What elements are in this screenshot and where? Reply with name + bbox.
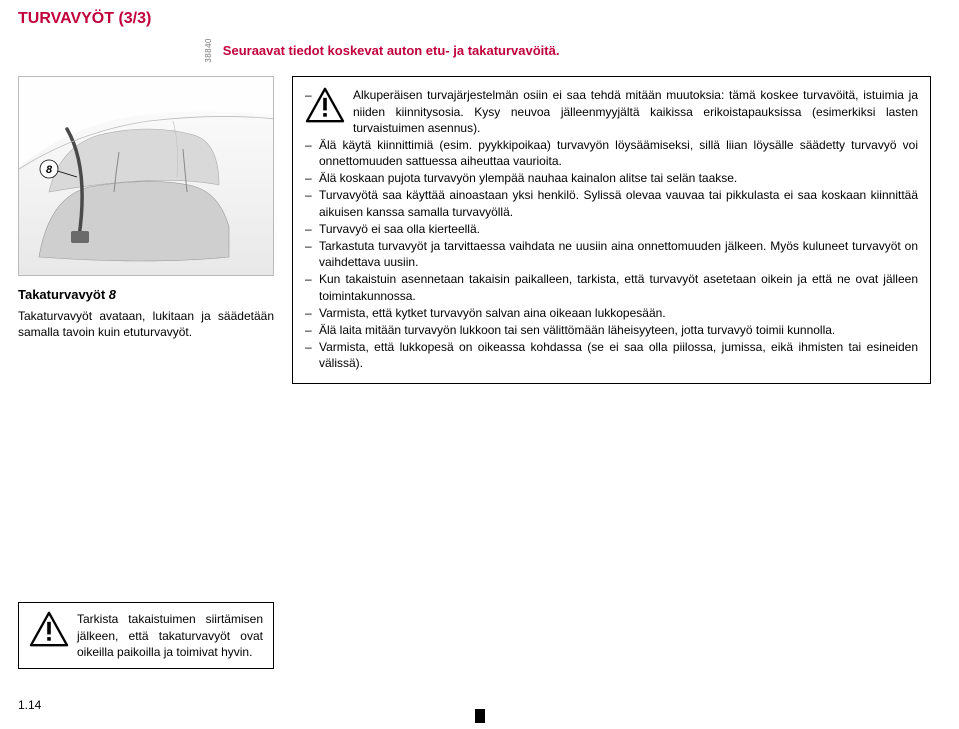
page-number: 1.14 [18,697,41,713]
warn-item: Tarkastuta turvavyöt ja tarvittaessa vai… [305,238,918,270]
page-title: TURVAVYÖT (3/3) [18,8,931,30]
warn-item: Älä käytä kiinnittimiä (esim. pyykkipoik… [305,137,918,169]
warn-item: Kun takaistuin asennetaan takaisin paika… [305,271,918,303]
bottom-warning-box: Tarkista takaistuimen siirtämisen jälkee… [18,602,274,669]
callout-8: 8 [46,164,53,176]
main-warning-box: Alkuperäisen turvajärjestelmän osiin ei … [292,76,931,383]
warn-item: Älä koskaan pujota turvavyön ylempää nau… [305,170,918,186]
warn-item: Varmista, että kytket turvavyön salvan a… [305,305,918,321]
figure-code: 38840 [204,38,215,63]
intro-text: Seuraavat tiedot koskevat auton etu- ja … [223,42,560,60]
warn-item: Alkuperäisen turvajärjestelmän osiin ei … [305,87,918,136]
warn-item: Älä laita mitään turvavyön lukkoon tai s… [305,322,918,338]
bottom-warning-text: Tarkista takaistuimen siirtämisen jälkee… [77,611,263,660]
caption-body: Takaturvavyöt avataan, lukitaan ja sääde… [18,308,274,340]
warn-item: Turvavyötä saa käyttää ainoastaan yksi h… [305,187,918,219]
warn-item: Turvavyö ei saa olla kierteellä. [305,221,918,237]
caption-title: Takaturvavyöt 8 [18,286,274,304]
crop-mark [475,709,485,723]
warning-icon [29,611,69,647]
warn-item: Varmista, että lukkopesä on oikeassa koh… [305,339,918,371]
seat-illustration: 8 [18,76,274,276]
